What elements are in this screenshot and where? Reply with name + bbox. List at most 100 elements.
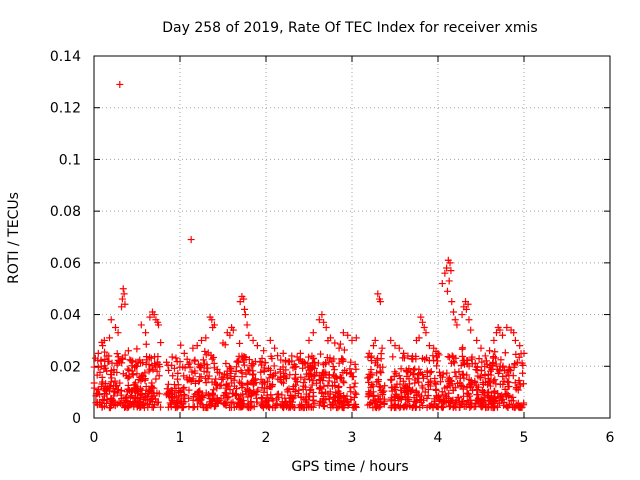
data-point	[352, 365, 360, 373]
data-point	[489, 359, 497, 367]
data-point	[437, 378, 444, 386]
data-point	[260, 366, 268, 374]
data-point	[138, 390, 146, 398]
data-point	[139, 358, 147, 366]
data-point	[376, 298, 384, 306]
data-point	[153, 358, 161, 366]
data-point	[425, 357, 433, 365]
data-point	[453, 321, 461, 329]
data-point	[133, 403, 141, 411]
data-point	[340, 379, 348, 387]
data-point	[282, 397, 290, 405]
data-point	[221, 341, 229, 349]
data-point	[519, 361, 527, 369]
data-point	[114, 329, 122, 337]
data-point	[447, 267, 455, 275]
data-point	[311, 371, 319, 379]
data-point	[301, 383, 309, 391]
data-point	[270, 362, 278, 370]
data-point	[387, 376, 395, 384]
data-point	[208, 355, 216, 363]
data-point	[418, 392, 426, 400]
data-point	[239, 397, 247, 405]
data-point	[165, 366, 173, 374]
data-point	[265, 374, 273, 382]
data-point	[449, 386, 457, 394]
x-tick-labels: 0 1 2 3 4 5 6	[90, 430, 615, 446]
data-point	[490, 397, 498, 405]
data-point	[238, 373, 246, 381]
data-point	[309, 396, 317, 404]
data-point	[202, 379, 210, 387]
data-point	[326, 388, 334, 396]
data-point	[118, 401, 126, 409]
data-point	[305, 403, 313, 411]
data-point	[92, 392, 100, 400]
data-point	[440, 397, 448, 405]
data-point	[411, 376, 419, 384]
data-point	[487, 403, 495, 411]
data-point	[318, 311, 326, 319]
data-point	[268, 395, 276, 403]
data-point	[142, 393, 150, 401]
axis-ticks	[93, 55, 611, 419]
data-point	[446, 382, 454, 390]
data-point	[129, 399, 137, 407]
data-point	[113, 359, 121, 367]
data-point	[337, 398, 345, 406]
data-point	[117, 391, 125, 399]
data-point	[432, 386, 440, 394]
data-point	[344, 397, 352, 405]
data-point	[299, 364, 307, 372]
data-point	[219, 375, 227, 383]
data-point	[274, 390, 282, 398]
data-point	[348, 336, 356, 344]
data-point	[448, 298, 456, 306]
data-point	[389, 353, 397, 361]
data-point	[405, 397, 413, 405]
data-point	[101, 364, 109, 372]
data-point	[99, 378, 107, 386]
data-point	[263, 401, 271, 409]
data-point	[150, 311, 158, 319]
data-point	[441, 398, 449, 406]
data-point	[244, 393, 252, 401]
data-point	[157, 339, 165, 347]
data-point	[122, 372, 130, 380]
data-point	[490, 336, 498, 344]
data-point	[177, 387, 185, 395]
data-point	[502, 393, 510, 401]
data-point	[266, 336, 274, 344]
data-point	[437, 402, 445, 410]
data-point	[373, 369, 381, 377]
data-point	[515, 403, 523, 411]
data-point	[315, 316, 323, 324]
data-point	[517, 350, 525, 358]
data-point	[352, 403, 360, 411]
data-point	[501, 349, 509, 357]
data-point	[468, 355, 476, 363]
data-point	[127, 357, 135, 365]
data-point	[261, 358, 269, 366]
y-tick-label: 0.02	[50, 359, 81, 375]
data-point	[181, 398, 189, 406]
data-point	[245, 331, 253, 339]
data-point	[152, 375, 160, 383]
data-point	[221, 389, 229, 397]
data-point	[416, 404, 424, 412]
data-point	[449, 308, 457, 316]
data-point	[183, 355, 191, 363]
data-point	[293, 378, 301, 386]
data-point	[367, 383, 375, 391]
data-point	[216, 369, 224, 377]
data-point	[451, 316, 459, 324]
data-point	[403, 387, 411, 395]
data-point	[222, 360, 230, 368]
data-point	[227, 375, 235, 383]
data-point	[435, 392, 443, 400]
data-point	[283, 401, 291, 409]
data-point	[306, 370, 314, 378]
data-point	[189, 403, 197, 411]
data-point	[170, 381, 178, 389]
data-point	[343, 369, 351, 377]
